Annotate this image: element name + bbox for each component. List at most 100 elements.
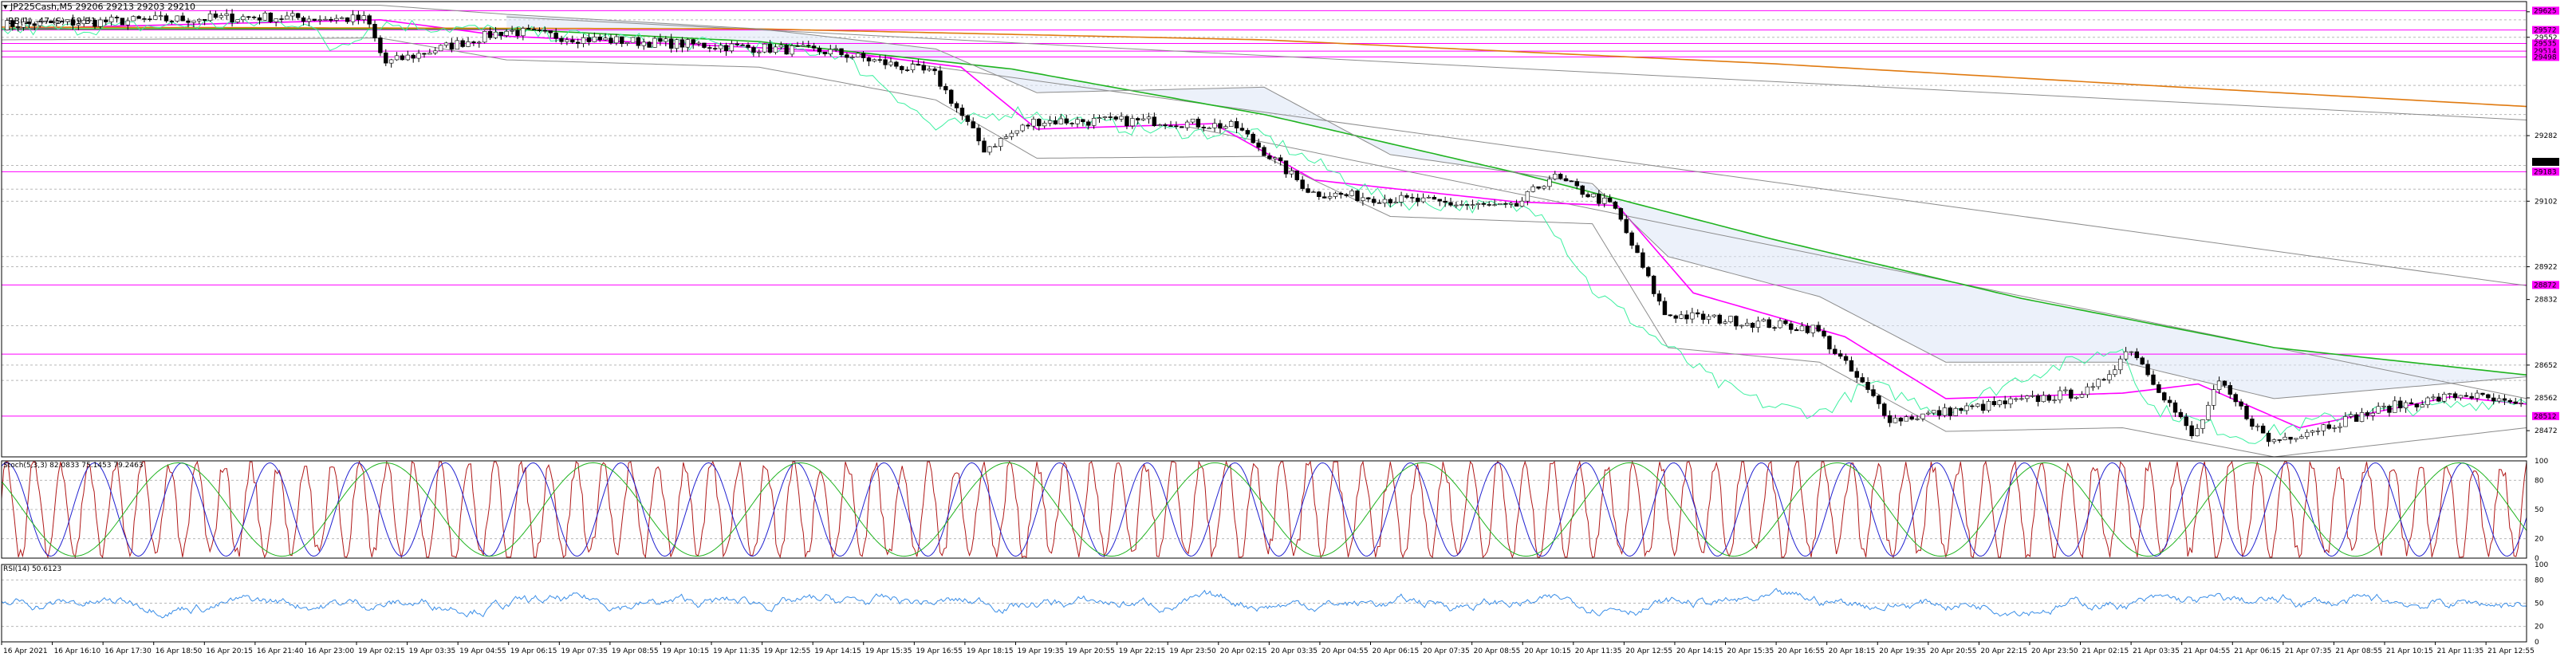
candle-body [2431,396,2436,399]
candle-body [197,18,202,22]
candle-body [1388,199,1393,204]
band_upper-line [2,5,2527,399]
candle-body [959,108,965,116]
candle-body [2365,412,2370,416]
candle-body [559,37,564,42]
candle-body [301,17,306,22]
time-tick-label: 19 Apr 10:15 [662,647,709,655]
candle-body [422,53,427,55]
candle-body [1739,325,1744,327]
candle-body [290,13,295,17]
candle-body [1679,314,1684,319]
candle-body [1980,403,1986,411]
candle-body [2425,397,2430,405]
level-badge-label: 29625 [2534,7,2557,15]
price-tick-label: 29552 [2535,34,2558,42]
sub-tick-label: 50 [2535,506,2544,514]
candle-body [1805,325,1810,333]
candle-body [855,53,861,57]
candle-body [274,18,278,22]
time-tick-label: 21 Apr 08:55 [2335,647,2382,655]
candle-body [877,59,882,61]
candle-body [2409,402,2414,404]
candle-body [1091,118,1097,126]
candle-body [317,19,322,22]
candle-body [2052,399,2057,401]
candle-body [1854,371,1860,378]
candle-body [1130,118,1135,127]
candle-body [630,37,636,43]
time-tick-label: 20 Apr 19:35 [1879,647,1926,655]
candle-body [1492,204,1497,207]
candle-body [186,20,191,23]
trendline [910,63,2527,286]
candle-body [207,14,213,22]
candle-body [1311,191,1316,193]
candle-body [148,18,152,21]
candle-body [735,43,739,45]
candle-body [1613,201,1618,209]
candle-body [1904,416,1908,422]
time-tick-label: 19 Apr 12:55 [764,647,811,655]
candle-body [1629,232,1634,246]
candle-body [1931,410,1936,414]
time-tick-label: 20 Apr 14:15 [1676,647,1723,655]
candle-body [553,32,558,39]
candle-body [1317,191,1321,198]
candle-body [1097,117,1102,120]
candle-body [932,69,937,72]
candle-body [2447,393,2452,395]
trendline [506,16,2527,120]
candle-body [982,140,987,153]
candle-body [1503,203,1508,205]
time-tick-label: 16 Apr 20:15 [206,647,253,655]
candle-body [2458,395,2464,399]
candle-body [1827,336,1832,350]
candle-body [306,18,312,22]
candle-body [427,53,432,55]
candle-body [943,86,948,91]
candle-body [1569,180,1574,183]
time-tick-label: 20 Apr 11:35 [1575,647,1622,655]
candle-body [1635,245,1640,254]
candle-body [87,19,92,22]
candle-body [1487,204,1491,206]
candle-body [2283,436,2287,440]
candle-body [1810,325,1815,333]
candle-body [822,51,828,55]
candle-body [757,51,762,53]
candle-body [888,61,893,65]
candle-body [104,19,108,22]
candle-body [1218,123,1223,129]
candle-body [230,14,234,22]
time-tick-label: 19 Apr 06:15 [510,647,557,655]
candle-body [312,18,317,21]
candle-body [1822,331,1826,336]
candle-body [455,40,459,50]
candle-body [43,20,48,22]
time-tick-label: 19 Apr 07:35 [561,647,608,655]
candle-body [1195,118,1201,128]
time-tick-label: 16 Apr 21:40 [257,647,304,655]
candle-body [323,18,328,21]
price-tick-label: 28562 [2535,395,2558,403]
time-tick-label: 20 Apr 12:55 [1625,647,1672,655]
candle-body [1690,312,1695,320]
level-badge-label: 29514 [2534,48,2557,56]
candle-body [1349,191,1354,196]
ichimoku-cloud [506,14,2527,399]
candle-body [2058,390,2062,400]
candle-body [251,16,257,18]
candle-body [1696,312,1700,315]
time-tick-label: 20 Apr 16:55 [1778,647,1825,655]
candle-body [1860,377,1865,383]
candle-body [76,23,81,26]
candle-body [2452,393,2458,399]
candle-body [1031,119,1036,127]
candle-body [1251,133,1255,144]
price-tick-label: 29102 [2535,198,2558,206]
candle-body [1887,415,1893,423]
candle-body [213,14,219,18]
candle-body [1833,348,1837,354]
